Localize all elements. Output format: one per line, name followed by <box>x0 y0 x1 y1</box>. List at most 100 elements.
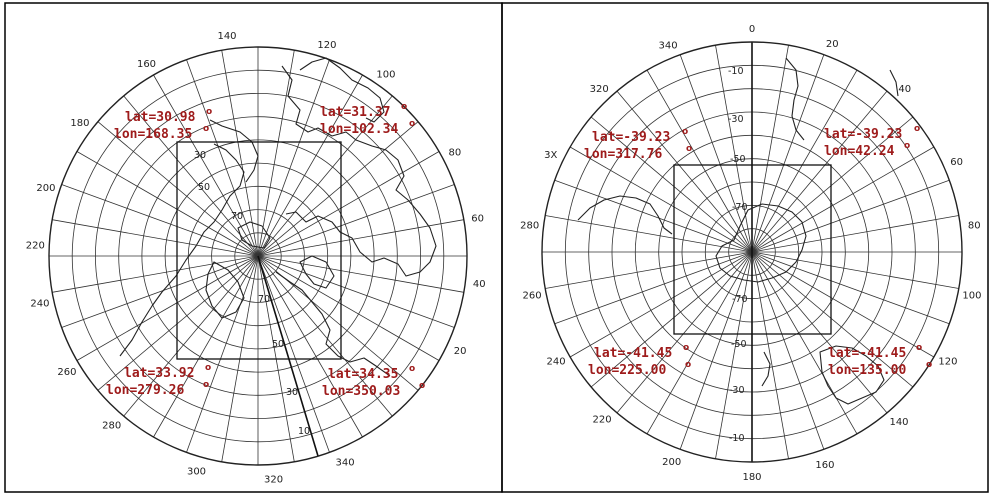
meridian-line <box>590 116 753 253</box>
corner-lat: lat=-41.45 <box>828 346 906 361</box>
north-corner-bottom-right: lat=34.35 o lon=350.03 o <box>322 364 425 399</box>
corner-lat: lat=-39.23 <box>592 130 670 145</box>
meridian-line <box>186 59 259 257</box>
north-coastline-scandinavia <box>299 255 335 289</box>
meridian-label: 320 <box>264 475 283 486</box>
north-coastline-europe <box>275 271 391 377</box>
south-domain-box <box>673 164 832 335</box>
south-graticule <box>542 42 962 462</box>
meridian-line <box>679 251 753 450</box>
south-polar-map: 0 20 40 60 80 100 120 140 160 180 200 220 240 260 280 3… <box>520 24 981 483</box>
corner-lon: lon=168.35 <box>114 127 192 142</box>
meridian-label: 40 <box>898 84 911 95</box>
meridian-line <box>715 251 753 459</box>
corner-lon: lon=279.26 <box>106 383 184 398</box>
meridian-line <box>545 215 753 253</box>
corner-lon: lon=350.03 <box>322 384 400 399</box>
meridian-line <box>751 116 914 253</box>
south-meridian-labels: 0 20 40 60 80 100 120 140 160 180 200 220 240 260 280 3… <box>520 24 981 483</box>
south-coastline-africa <box>785 57 805 141</box>
meridian-line <box>646 251 753 435</box>
meridian-line <box>76 151 259 257</box>
meridian-label: 120 <box>938 357 957 368</box>
south-lat-label: -50 <box>731 339 747 350</box>
north-lat-label: 30 <box>286 387 298 398</box>
south-lat-label: -70 <box>732 202 748 213</box>
meridian-line <box>554 179 753 253</box>
meridian-label: 280 <box>520 221 539 232</box>
degree-symbol: o <box>206 107 212 117</box>
south-panel-frame <box>501 2 989 493</box>
meridian-line <box>257 255 464 293</box>
corner-lon: lon=225.00 <box>588 363 666 378</box>
degree-symbol: o <box>409 119 415 129</box>
meridian-label: 20 <box>826 39 839 50</box>
meridian-line <box>751 251 858 435</box>
meridian-line <box>751 251 935 358</box>
degree-symbol: o <box>904 141 910 151</box>
degree-symbol: o <box>685 360 691 370</box>
north-corner-bottom-left: lat=33.92 o lon=279.26 o <box>106 363 211 398</box>
north-lat-label: 10 <box>298 426 310 437</box>
north-meridian-labels: 140 120 100 80 60 40 20 340 320 300 280 260 240 220 20… <box>26 31 486 485</box>
north-map-boundary <box>48 46 468 466</box>
south-coastline-madagascar <box>889 69 899 97</box>
meridian-label: 200 <box>36 183 55 194</box>
meridian-label: 340 <box>336 457 355 468</box>
meridian-line <box>257 74 363 257</box>
degree-symbol: o <box>916 343 922 353</box>
meridian-line <box>257 255 363 438</box>
south-corner-bottom-left: lat=-41.45 o lon=225.00 o <box>588 343 691 378</box>
north-coastline-asia-east <box>299 57 385 123</box>
meridian-label: 240 <box>30 298 49 309</box>
north-domain-box <box>176 141 342 360</box>
south-map-boundary <box>541 41 963 463</box>
meridian-line <box>616 251 753 414</box>
meridian-line <box>751 146 935 253</box>
north-lat-label: 70 <box>258 294 270 305</box>
meridian-line <box>679 54 753 253</box>
south-lat-label: -30 <box>729 385 745 396</box>
corner-lat: lat=34.35 <box>328 367 398 382</box>
north-lat-label: 50 <box>198 182 210 193</box>
north-coastline-asia <box>281 65 437 277</box>
north-lat-label: 70 <box>231 211 243 222</box>
south-coastline-australia <box>819 345 885 405</box>
corner-lat: lat=33.92 <box>124 366 194 381</box>
meridian-line <box>590 251 753 388</box>
corner-lat: lat=30.98 <box>125 110 196 125</box>
meridian-label: 200 <box>662 457 681 468</box>
meridian-label: 60 <box>950 157 963 168</box>
meridian-label: 320 <box>590 84 609 95</box>
north-corner-top-right: lat=31.37 o lon=102.34 o <box>320 102 415 137</box>
meridian-line <box>257 59 330 257</box>
meridian-line <box>153 74 259 257</box>
meridian-label: 20 <box>454 346 467 357</box>
meridian-label: 40 <box>473 279 486 290</box>
meridian-label: 120 <box>317 40 336 51</box>
meridian-label: 3X <box>544 150 557 161</box>
meridian-label: 0 <box>749 24 755 35</box>
meridian-line <box>257 95 393 257</box>
meridian-line <box>257 184 455 257</box>
corner-lat: lat=-41.45 <box>594 346 672 361</box>
south-lat-label: -30 <box>728 114 744 125</box>
meridian-line <box>257 219 464 257</box>
meridian-line <box>715 45 753 253</box>
meridian-label: 60 <box>471 213 484 224</box>
meridian-line <box>257 121 419 257</box>
north-coastline-america <box>119 143 245 357</box>
meridian-line <box>153 255 259 438</box>
meridian-line <box>97 121 259 257</box>
meridian-line <box>61 184 259 257</box>
meridian-line <box>751 251 789 459</box>
south-corner-top-right: lat=-39.23 o lon=42.24 o <box>824 124 920 159</box>
meridian-line <box>751 251 959 289</box>
degree-symbol: o <box>409 364 415 374</box>
degree-symbol: o <box>203 124 209 134</box>
meridian-label: 80 <box>968 221 981 232</box>
highlighted-meridian-line <box>257 255 319 457</box>
meridian-line <box>257 255 455 328</box>
meridian-line <box>751 215 959 253</box>
meridian-label: 300 <box>187 466 206 477</box>
